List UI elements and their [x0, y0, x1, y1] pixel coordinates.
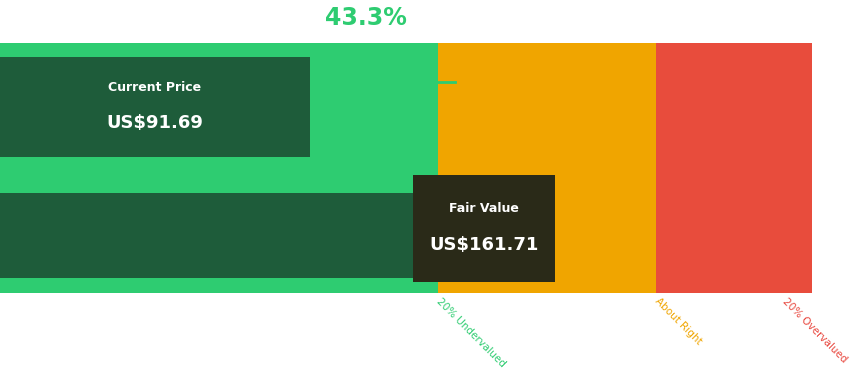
Bar [655, 43, 811, 293]
Text: Fair Value: Fair Value [448, 202, 518, 215]
Text: Current Price: Current Price [108, 81, 201, 94]
Text: US$91.69: US$91.69 [106, 114, 204, 132]
Bar [0, 193, 546, 279]
Text: 43.3%: 43.3% [325, 6, 406, 30]
Bar [412, 175, 555, 282]
Text: Undervalued: Undervalued [325, 51, 405, 63]
Bar [437, 43, 655, 293]
Bar [0, 43, 437, 293]
Text: US$161.71: US$161.71 [429, 236, 538, 253]
Text: 20% Overvalued: 20% Overvalued [780, 296, 848, 364]
Text: About Right: About Right [653, 296, 703, 347]
Bar [0, 57, 310, 157]
Text: 20% Undervalued: 20% Undervalued [434, 296, 507, 369]
